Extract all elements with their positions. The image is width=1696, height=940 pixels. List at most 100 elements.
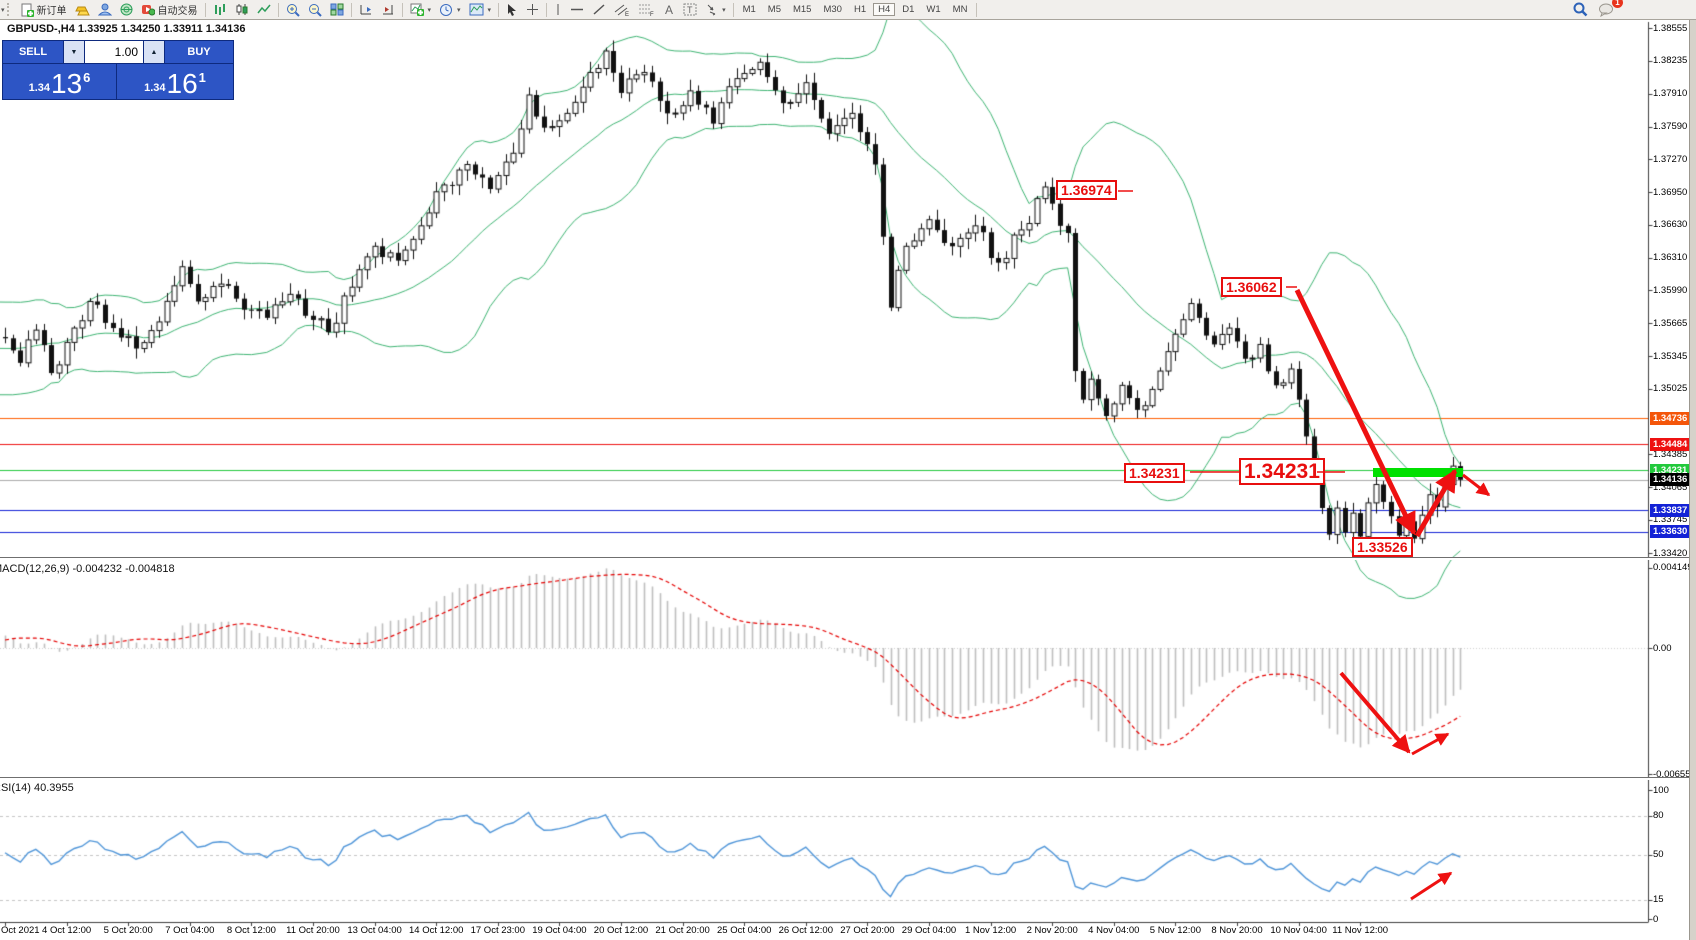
time-axis-label: 29 Oct 04:00 bbox=[901, 925, 957, 936]
time-axis-label: 11 Oct 20:00 bbox=[286, 925, 340, 936]
support-button[interactable] bbox=[94, 1, 116, 19]
price-axis-tick: 1.33745 bbox=[1653, 514, 1688, 526]
time-axis-label: 1 Nov 12:00 bbox=[964, 925, 1017, 936]
volume-input[interactable]: 1.00 bbox=[85, 41, 143, 63]
cursor-tool-button[interactable] bbox=[502, 1, 522, 19]
fibonacci-icon: F bbox=[639, 4, 654, 17]
zoom-in-button[interactable] bbox=[282, 1, 304, 19]
macd-axis-tick: -0.006559 bbox=[1653, 768, 1696, 780]
time-axis-label: 14 Oct 12:00 bbox=[408, 925, 464, 936]
community-button[interactable] bbox=[116, 1, 137, 19]
buy-price[interactable]: 1.34 16 1 bbox=[117, 64, 233, 99]
time-axis-label: 27 Oct 20:00 bbox=[840, 925, 895, 936]
price-callout-label[interactable]: 1.36062 bbox=[1221, 277, 1282, 297]
indicators-plus-icon bbox=[410, 3, 424, 16]
crosshair-tool-button[interactable] bbox=[522, 1, 543, 19]
svg-text:F: F bbox=[650, 12, 654, 17]
buy-button[interactable]: BUY bbox=[165, 41, 233, 63]
volume-decrement-button[interactable]: ▼ bbox=[64, 41, 84, 63]
price-callout-label[interactable]: 1.34231 bbox=[1239, 458, 1325, 485]
notifications-button[interactable]: 1 bbox=[1594, 0, 1623, 19]
price-axis-tick: 1.35025 bbox=[1653, 383, 1688, 395]
tf-m1-button[interactable]: M1 bbox=[742, 4, 756, 15]
vertical-line-tool-button[interactable] bbox=[550, 1, 566, 19]
chart-shift-icon bbox=[382, 5, 393, 15]
macd-panel-splitter[interactable] bbox=[0, 557, 1690, 558]
main-toolbar: ▾ 新订单 自动交易 ▾ ▾ ▾ E bbox=[0, 0, 1696, 20]
horizontal-line-tool-button[interactable] bbox=[566, 1, 588, 19]
line-chart-mode-button[interactable] bbox=[253, 1, 275, 19]
price-axis-tick: 1.36950 bbox=[1653, 186, 1688, 198]
periods-dropdown-chevron[interactable]: ▾ bbox=[457, 6, 461, 14]
candle-chart-mode-button[interactable] bbox=[231, 1, 253, 19]
sell-price[interactable]: 1.34 13 6 bbox=[3, 64, 116, 99]
gold-icon bbox=[74, 3, 90, 16]
auto-scroll-button[interactable] bbox=[355, 1, 377, 19]
chart-shift-button[interactable] bbox=[377, 1, 399, 19]
horizontal-line-icon bbox=[571, 8, 584, 11]
search-button[interactable] bbox=[1569, 1, 1592, 19]
rsi-panel-splitter[interactable] bbox=[0, 777, 1690, 778]
price-callout-label[interactable]: 1.34231 bbox=[1124, 463, 1185, 483]
rsi-axis-tick: 15 bbox=[1653, 894, 1664, 906]
tf-w1-button[interactable]: W1 bbox=[926, 4, 941, 15]
tf-h1-button[interactable]: H1 bbox=[853, 4, 867, 15]
price-axis-tick: 1.35665 bbox=[1653, 317, 1688, 329]
templates-dropdown-chevron[interactable]: ▾ bbox=[487, 6, 492, 14]
volume-increment-button[interactable]: ▲ bbox=[144, 41, 164, 63]
arrows-tool-button[interactable]: ▾ bbox=[701, 1, 730, 19]
arrows-icon bbox=[707, 4, 716, 16]
rsi-panel-splitter-gap bbox=[0, 778, 1690, 780]
resistance-highlight-bar[interactable] bbox=[1373, 468, 1463, 477]
fibonacci-tool-button[interactable]: F bbox=[634, 1, 659, 19]
support-person-icon bbox=[97, 3, 112, 16]
periods-button[interactable]: ▾ bbox=[435, 1, 465, 19]
tf-d1-button[interactable]: D1 bbox=[902, 4, 915, 15]
window-scrollbar-strip[interactable] bbox=[1689, 0, 1696, 940]
tf-m15-button[interactable]: M15 bbox=[792, 4, 812, 15]
price-line-badge: 1.33837 bbox=[1650, 503, 1693, 517]
time-axis-label: 8 Nov 20:00 bbox=[1211, 925, 1263, 936]
tf-h4-button[interactable]: H4 bbox=[873, 3, 896, 16]
tf-mn-button[interactable]: MN bbox=[952, 4, 968, 15]
price-axis-tick: 1.35345 bbox=[1653, 350, 1688, 362]
toolbar-overflow-chevron[interactable]: ▾ bbox=[1, 6, 5, 14]
templates-button[interactable]: ▾ bbox=[465, 1, 496, 19]
tf-m5-button[interactable]: M5 bbox=[767, 4, 781, 15]
macd-axis-tick: 0.00 bbox=[1653, 642, 1672, 654]
symbol-ohlc-label: GBPUSD-,H4 1.33925 1.34250 1.33911 1.341… bbox=[7, 23, 246, 35]
text-tool-button[interactable]: A bbox=[659, 1, 679, 19]
price-axis-tick: 1.37590 bbox=[1653, 121, 1688, 133]
macd-panel-splitter-gap bbox=[0, 558, 1690, 560]
bar-chart-mode-button[interactable] bbox=[209, 1, 231, 19]
equidistant-channel-icon: E bbox=[614, 4, 629, 17]
tile-windows-button[interactable] bbox=[326, 1, 348, 19]
text-icon: A bbox=[665, 3, 673, 16]
text-label-tool-button[interactable]: T bbox=[679, 1, 701, 19]
auto-trading-button[interactable]: 自动交易 bbox=[137, 1, 202, 19]
zoom-in-icon bbox=[286, 3, 300, 17]
time-axis-label: 4 Oct 12:00 bbox=[42, 925, 92, 936]
new-order-button[interactable]: 新订单 bbox=[16, 1, 71, 19]
price-axis-tick: 1.34065 bbox=[1653, 481, 1688, 493]
arrows-dropdown-chevron[interactable]: ▾ bbox=[722, 6, 726, 14]
indicators-button[interactable]: ▾ bbox=[406, 1, 436, 19]
macd-indicator-label: MACD(12,26,9) -0.004232 -0.004818 bbox=[0, 563, 175, 575]
indicators-dropdown-chevron[interactable]: ▾ bbox=[427, 6, 432, 14]
line-chart-icon bbox=[256, 4, 271, 14]
channel-tool-button[interactable]: E bbox=[610, 1, 634, 19]
chat-bubble-icon bbox=[1599, 3, 1613, 17]
bar-chart-icon bbox=[214, 4, 225, 15]
price-callout-label[interactable]: 1.33526 bbox=[1352, 537, 1413, 557]
trendline-tool-button[interactable] bbox=[588, 1, 610, 19]
tf-m30-button[interactable]: M30 bbox=[823, 4, 842, 15]
sell-button[interactable]: SELL bbox=[3, 41, 63, 63]
deposit-button[interactable] bbox=[71, 1, 94, 19]
rsi-axis-tick: 50 bbox=[1653, 849, 1664, 860]
price-callout-label[interactable]: 1.36974 bbox=[1056, 180, 1117, 200]
buy-price-prefix: 1.34 bbox=[144, 82, 166, 94]
time-axis-label: 26 Oct 12:00 bbox=[778, 925, 833, 936]
zoom-out-button[interactable] bbox=[304, 1, 326, 19]
price-axis-tick: 1.38235 bbox=[1653, 55, 1688, 67]
